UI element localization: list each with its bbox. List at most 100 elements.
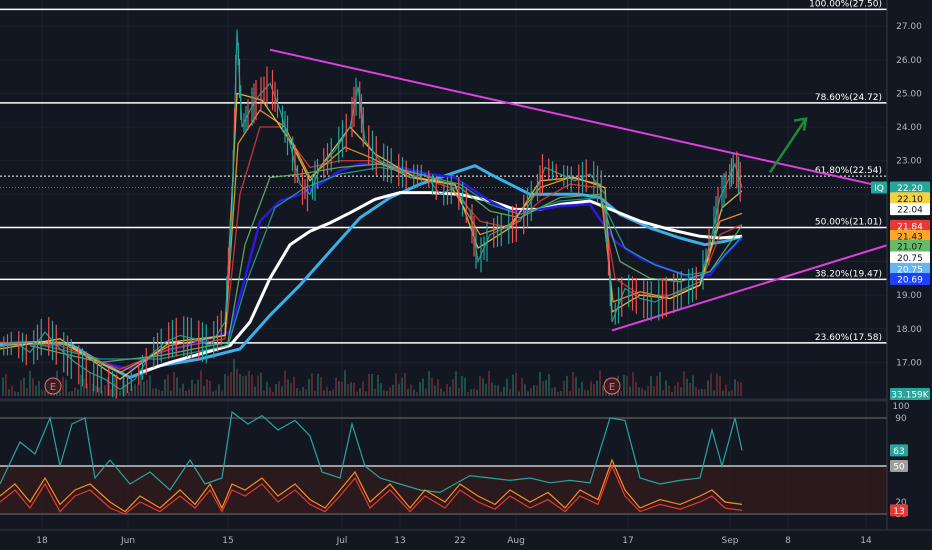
- volume-bar: [407, 388, 409, 396]
- volume-bar: [191, 379, 193, 396]
- volume-bar: [656, 376, 658, 396]
- volume-bar: [686, 378, 688, 396]
- volume-bar: [5, 373, 7, 396]
- volume-bar: [596, 380, 598, 396]
- volume-bar: [152, 388, 154, 396]
- volume-bar: [80, 374, 82, 396]
- osc-tick-label: 90: [895, 414, 907, 424]
- volume-bar: [311, 372, 313, 396]
- volume-bar: [176, 377, 178, 396]
- arrow-head: [793, 117, 808, 131]
- volume-bar: [32, 378, 34, 396]
- volume-bar: [68, 391, 70, 396]
- x-tick-label: 8: [785, 536, 791, 546]
- volume-bar: [2, 377, 4, 396]
- volume-bar: [728, 391, 730, 396]
- volume-bar: [104, 385, 106, 396]
- price-tag-text: 22.04: [897, 206, 923, 216]
- price-tag-box: [890, 388, 930, 400]
- price-tag-text: 22.10: [897, 195, 923, 205]
- earnings-marker: [44, 377, 62, 395]
- volume-bar: [89, 371, 91, 396]
- volume-bar: [362, 381, 364, 396]
- volume-bar: [377, 375, 379, 396]
- y-tick-label: 25.00: [896, 89, 922, 99]
- trendline: [611, 230, 932, 332]
- volume-bar: [179, 388, 181, 396]
- volume-bar: [134, 384, 136, 396]
- volume-bar: [197, 379, 199, 396]
- volume-bar: [683, 371, 685, 396]
- volume-bar: [602, 385, 604, 396]
- volume-bar: [182, 383, 184, 396]
- volume-bar: [248, 370, 250, 396]
- price-tag-text: 22.20: [897, 184, 923, 194]
- volume-bar: [227, 375, 229, 396]
- volume-bar: [335, 377, 337, 396]
- volume-bar: [374, 388, 376, 396]
- volume-bar: [338, 381, 340, 396]
- volume-bar: [626, 375, 628, 396]
- x-tick-label: Sep: [722, 536, 739, 546]
- volume-bar: [158, 389, 160, 396]
- volume-bar: [560, 390, 562, 396]
- price-tag-box: [890, 444, 908, 457]
- trendline: [269, 48, 932, 199]
- volume-bar: [344, 370, 346, 396]
- earnings-marker-label: E: [50, 382, 56, 393]
- volume-bar: [266, 381, 268, 396]
- price-tag-box: [890, 240, 930, 253]
- price-tag-box: [890, 251, 930, 264]
- price-labels: 22.2022.1022.0421.8421.4321.0720.7520.75…: [871, 181, 930, 517]
- volume-bar: [527, 391, 529, 396]
- volume-bar: [581, 381, 583, 396]
- volume-bar: [419, 382, 421, 396]
- volume-bar: [506, 378, 508, 396]
- volume-bar: [8, 389, 10, 396]
- volume-bar: [116, 373, 118, 396]
- volume-bar: [449, 386, 451, 396]
- price-tag-box: [890, 219, 930, 232]
- trendlines: [269, 48, 932, 332]
- x-tick-label: 14: [860, 536, 872, 546]
- volume-bar: [119, 391, 121, 396]
- volume-bar: [272, 391, 274, 396]
- volume-bar: [713, 390, 715, 396]
- volume-bar: [677, 382, 679, 396]
- volume-bar: [668, 385, 670, 396]
- volume-bar: [644, 390, 646, 396]
- volume-bar: [140, 371, 142, 396]
- volume-bar: [629, 386, 631, 396]
- volume-bar: [458, 387, 460, 396]
- volume-bar: [485, 383, 487, 396]
- volume-bar: [245, 375, 247, 396]
- volume-bar: [77, 389, 79, 396]
- x-tick-label: 13: [394, 536, 405, 546]
- y-tick-label: 19.00: [896, 291, 922, 301]
- volume-bar: [566, 375, 568, 396]
- volume-bar: [500, 391, 502, 396]
- price-tag-text: 20.75: [897, 254, 923, 264]
- volume-bar: [536, 385, 538, 396]
- moving-average-line: [139, 191, 743, 374]
- volume-bar: [137, 384, 139, 396]
- volume-bar: [320, 377, 322, 396]
- volume-bar: [635, 381, 637, 396]
- volume-bar: [539, 371, 541, 396]
- volume-bar: [446, 384, 448, 396]
- volume-bar: [302, 387, 304, 396]
- volume-bar: [269, 387, 271, 396]
- volume-bar: [440, 388, 442, 396]
- price-tag-text: 20.69: [897, 276, 923, 286]
- volume-bar: [44, 390, 46, 396]
- volume-bar: [203, 386, 205, 396]
- volume-bar: [371, 373, 373, 396]
- volume-bar: [575, 376, 577, 396]
- fib-level-label: 50.00%(21.01): [815, 218, 882, 228]
- price-tag-box: [890, 203, 930, 216]
- volume-bar: [665, 380, 667, 396]
- volume-bar: [284, 370, 286, 396]
- volume-bar: [350, 382, 352, 396]
- volume-bar: [107, 377, 109, 396]
